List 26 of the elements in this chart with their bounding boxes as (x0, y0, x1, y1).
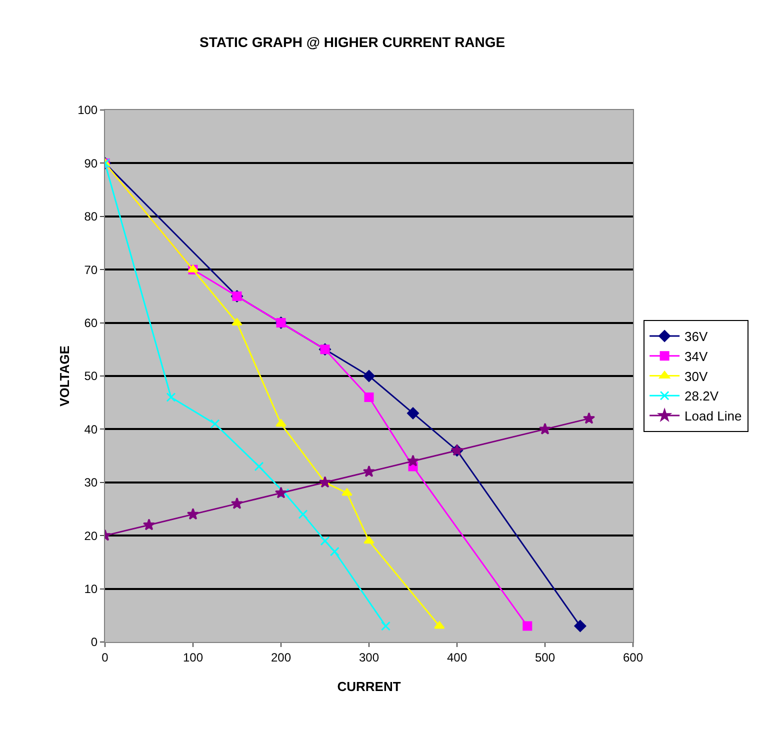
x-tick-label: 400 (446, 650, 468, 664)
x-axis-title: CURRENT (337, 679, 401, 694)
y-axis-title: VOLTAGE (57, 345, 72, 406)
y-tick-label: 0 (90, 635, 98, 650)
y-tick-label: 50 (84, 369, 98, 384)
y-tick-label: 80 (84, 210, 98, 224)
y-tick-label: 70 (84, 262, 98, 277)
x-tick-label: 200 (270, 650, 292, 664)
legend-label: 30V (684, 368, 708, 384)
y-tick-label: 10 (84, 582, 98, 596)
x-tick-label: 300 (358, 650, 380, 664)
y-tick-label: 20 (84, 528, 98, 543)
x-tick-label: 100 (182, 650, 204, 664)
legend-label: Load Line (684, 408, 742, 424)
y-tick-label: 100 (78, 103, 98, 118)
legend-label: 28.2V (684, 388, 719, 404)
y-tick-label: 30 (84, 476, 98, 490)
y-tick-label: 60 (84, 316, 98, 330)
y-tick-label: 90 (84, 156, 98, 170)
legend-label: 36V (684, 329, 708, 344)
chart-title: STATIC GRAPH @ HIGHER CURRENT RANGE (200, 34, 506, 50)
y-tick-label: 40 (84, 422, 98, 436)
x-tick-label: 0 (102, 650, 109, 664)
x-tick-label: 500 (534, 650, 556, 664)
x-tick-label: 600 (622, 650, 644, 664)
legend-label: 34V (684, 348, 708, 364)
